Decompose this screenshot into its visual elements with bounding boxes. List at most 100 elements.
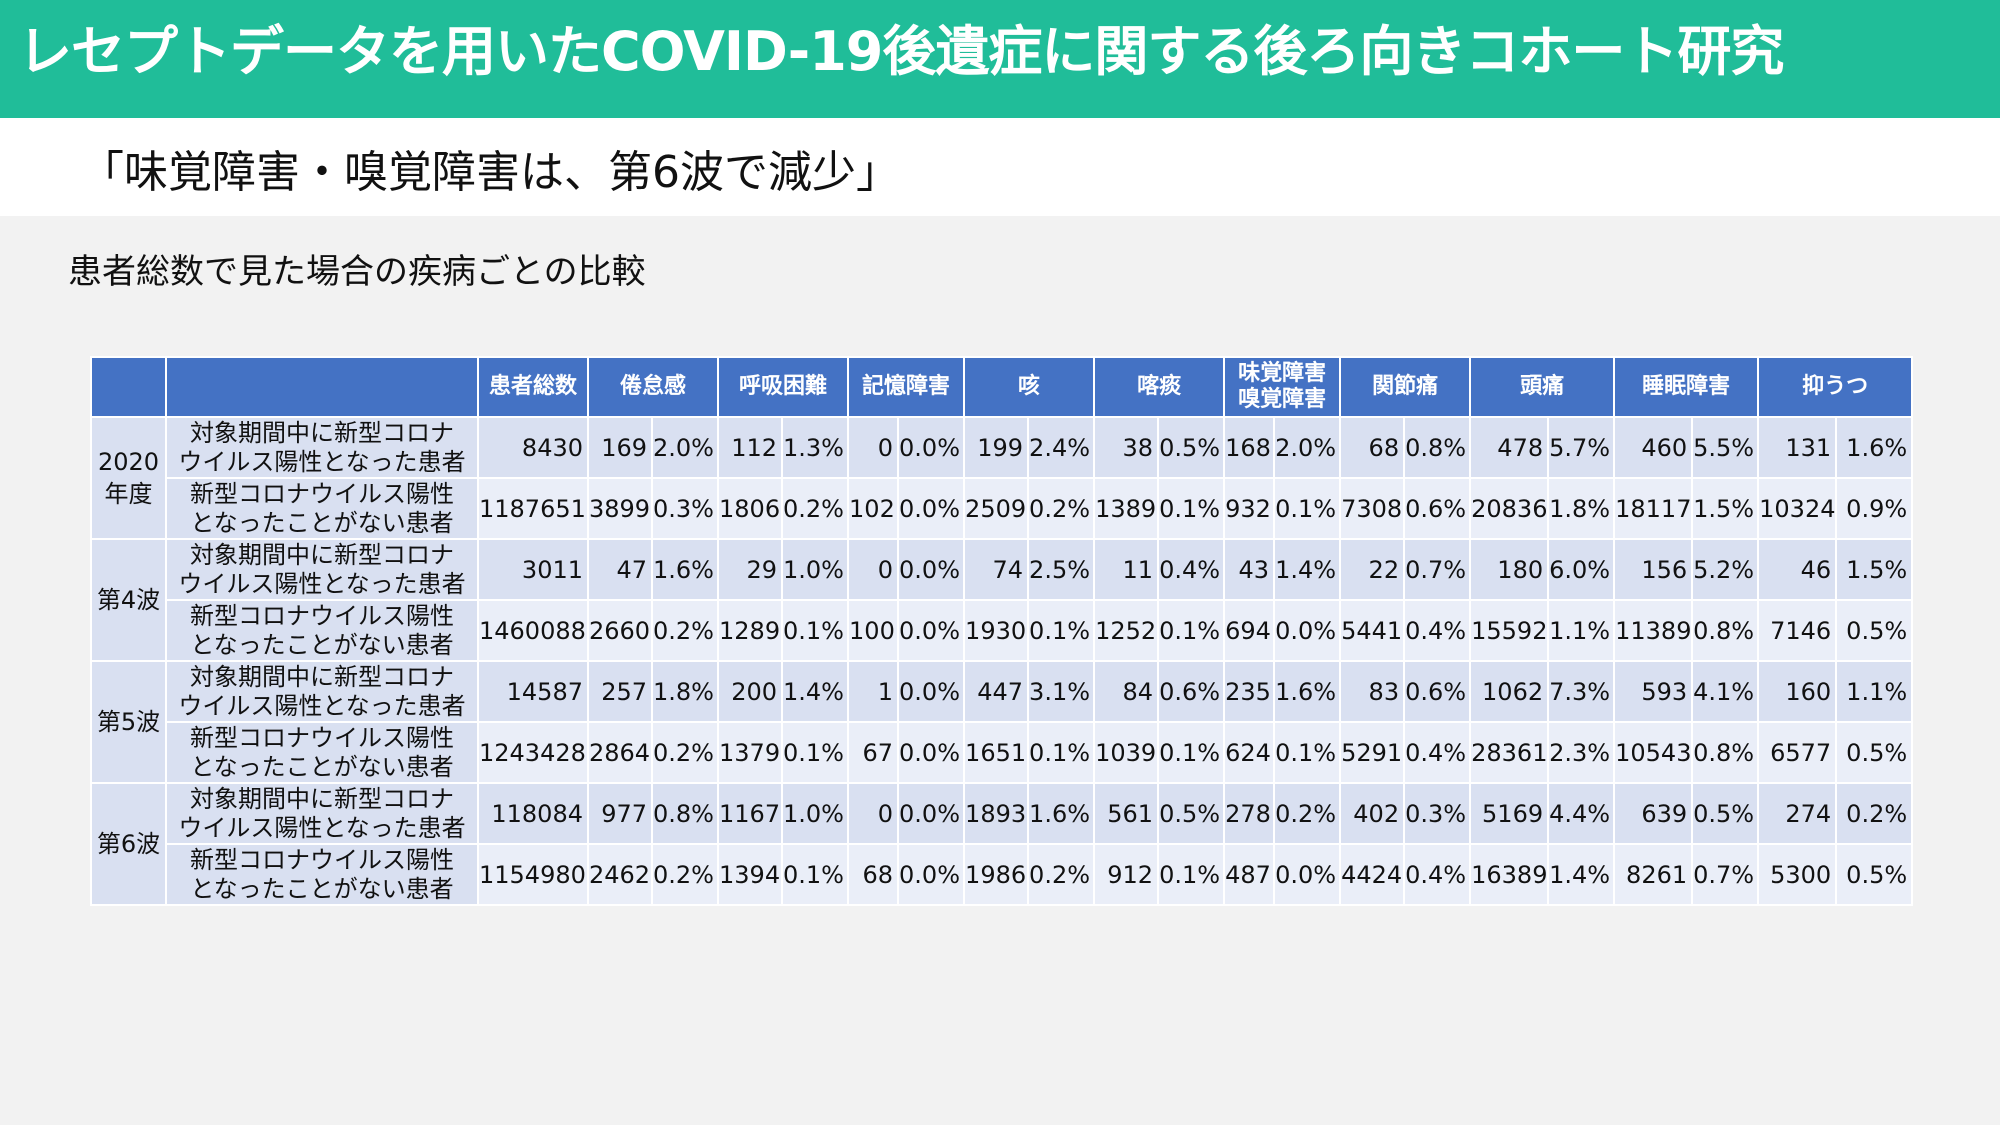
percent-cell: 0.6%: [1157, 660, 1226, 723]
percent-cell: 0.2%: [650, 599, 720, 662]
percent-cell: 5.7%: [1547, 416, 1616, 479]
count-cell: 2462: [587, 843, 653, 906]
percent-cell: 0.2%: [781, 477, 850, 540]
count-cell: 1289: [717, 599, 784, 662]
count-cell: 180: [1469, 538, 1550, 601]
section-title: 患者総数で見た場合の疾病ごとの比較: [68, 252, 646, 292]
count-cell: 274: [1757, 782, 1838, 845]
count-cell: 1: [847, 660, 900, 723]
percent-cell: 1.6%: [1835, 416, 1914, 479]
total-patients-cell: 14587: [477, 660, 589, 723]
count-cell: 1651: [963, 721, 1030, 784]
total-patients-cell: 8430: [477, 416, 589, 479]
count-cell: 932: [1223, 477, 1276, 540]
percent-cell: 0.5%: [1691, 782, 1760, 845]
percent-cell: 0.2%: [650, 843, 720, 906]
group-label: 第6波: [90, 782, 167, 906]
slide-subtitle: 「味覚障害・嗅覚障害は、第6波で減少」: [80, 147, 900, 198]
count-cell: 5300: [1757, 843, 1838, 906]
percent-cell: 0.8%: [1691, 721, 1760, 784]
column-header: 抑うつ: [1757, 356, 1914, 418]
count-cell: 29: [717, 538, 784, 601]
subtitle-band: 「味覚障害・嗅覚障害は、第6波で減少」: [0, 118, 2000, 216]
count-cell: 1039: [1093, 721, 1160, 784]
count-cell: 1394: [717, 843, 784, 906]
percent-cell: 0.0%: [897, 599, 966, 662]
count-cell: 67: [847, 721, 900, 784]
percent-cell: 2.0%: [650, 416, 720, 479]
count-cell: 16389: [1469, 843, 1550, 906]
column-header: 頭痛: [1469, 356, 1616, 418]
percent-cell: 0.5%: [1157, 782, 1226, 845]
percent-cell: 1.5%: [1691, 477, 1760, 540]
comparison-table: 患者総数 倦怠感 呼吸困難 記憶障害咳喀痰 味覚障害 嗅覚障害 関節痛 頭痛 睡眠障害 抑うつ 2…: [90, 356, 1914, 906]
count-cell: 11389: [1613, 599, 1694, 662]
percent-cell: 0.0%: [897, 416, 966, 479]
percent-cell: 2.5%: [1027, 538, 1096, 601]
column-header: 患者総数: [477, 356, 589, 418]
total-patients-cell: 3011: [477, 538, 589, 601]
count-cell: 0: [847, 538, 900, 601]
column-header: 喀痰: [1093, 356, 1226, 418]
total-patients-cell: 1187651: [477, 477, 589, 540]
count-cell: 561: [1093, 782, 1160, 845]
percent-cell: 0.1%: [1273, 477, 1342, 540]
count-cell: 18117: [1613, 477, 1694, 540]
count-cell: 156: [1613, 538, 1694, 601]
percent-cell: 0.2%: [1273, 782, 1342, 845]
percent-cell: 0.1%: [1157, 599, 1226, 662]
percent-cell: 0.0%: [897, 843, 966, 906]
percent-cell: 0.1%: [1157, 477, 1226, 540]
row-description: 新型コロナウイルス陽性 となったことがない患者: [165, 721, 479, 784]
group-label: 2020 年度: [90, 416, 167, 540]
percent-cell: 0.4%: [1403, 721, 1472, 784]
percent-cell: 1.6%: [1027, 782, 1096, 845]
table-row: 新型コロナウイルス陽性 となったことがない患者 1460088 2660 0.2% 128…: [91, 599, 1914, 662]
total-patients-cell: 118084: [477, 782, 589, 845]
percent-cell: 0.2%: [1027, 477, 1096, 540]
count-cell: 38: [1093, 416, 1160, 479]
percent-cell: 0.1%: [1027, 721, 1096, 784]
percent-cell: 0.8%: [1403, 416, 1472, 479]
percent-cell: 0.9%: [1835, 477, 1914, 540]
percent-cell: 0.6%: [1403, 477, 1472, 540]
row-description: 新型コロナウイルス陽性 となったことがない患者: [165, 843, 479, 906]
percent-cell: 4.4%: [1547, 782, 1616, 845]
percent-cell: 0.1%: [1273, 721, 1342, 784]
percent-cell: 1.1%: [1835, 660, 1914, 723]
percent-cell: 1.6%: [650, 538, 720, 601]
count-cell: 402: [1339, 782, 1406, 845]
percent-cell: 0.1%: [1027, 599, 1096, 662]
count-cell: 694: [1223, 599, 1276, 662]
percent-cell: 0.1%: [1157, 721, 1226, 784]
count-cell: 1062: [1469, 660, 1550, 723]
percent-cell: 0.0%: [897, 660, 966, 723]
count-cell: 1930: [963, 599, 1030, 662]
count-cell: 200: [717, 660, 784, 723]
percent-cell: 7.3%: [1547, 660, 1616, 723]
row-description: 対象期間中に新型コロナ ウイルス陽性となった患者: [165, 660, 479, 723]
count-cell: 74: [963, 538, 1030, 601]
count-cell: 2660: [587, 599, 653, 662]
count-cell: 112: [717, 416, 784, 479]
count-cell: 28361: [1469, 721, 1550, 784]
percent-cell: 0.3%: [650, 477, 720, 540]
count-cell: 47: [587, 538, 653, 601]
percent-cell: 0.4%: [1157, 538, 1226, 601]
percent-cell: 0.1%: [781, 599, 850, 662]
percent-cell: 1.0%: [781, 782, 850, 845]
table-row: 第4波 対象期間中に新型コロナ ウイルス陽性となった患者 3011 47 1.6% 29 1.…: [90, 538, 1914, 662]
count-cell: 487: [1223, 843, 1276, 906]
count-cell: 10324: [1757, 477, 1838, 540]
total-patients-cell: 1154980: [477, 843, 589, 906]
count-cell: 68: [847, 843, 900, 906]
count-cell: 7146: [1757, 599, 1838, 662]
table-row: 第5波 対象期間中に新型コロナ ウイルス陽性となった患者 14587 257 1.8% 20…: [90, 660, 1914, 784]
count-cell: 1986: [963, 843, 1030, 906]
slide-title: レセプトデータを用いたCOVID-19後遺症に関する後ろ向きコホート研究: [0, 0, 2000, 118]
total-patients-cell: 1460088: [477, 599, 589, 662]
table-header: 患者総数 倦怠感 呼吸困難 記憶障害咳喀痰 味覚障害 嗅覚障害 関節痛 頭痛 睡眠障害 抑うつ: [90, 356, 1914, 418]
count-cell: 624: [1223, 721, 1276, 784]
row-description: 対象期間中に新型コロナ ウイルス陽性となった患者: [165, 538, 479, 601]
count-cell: 0: [847, 416, 900, 479]
